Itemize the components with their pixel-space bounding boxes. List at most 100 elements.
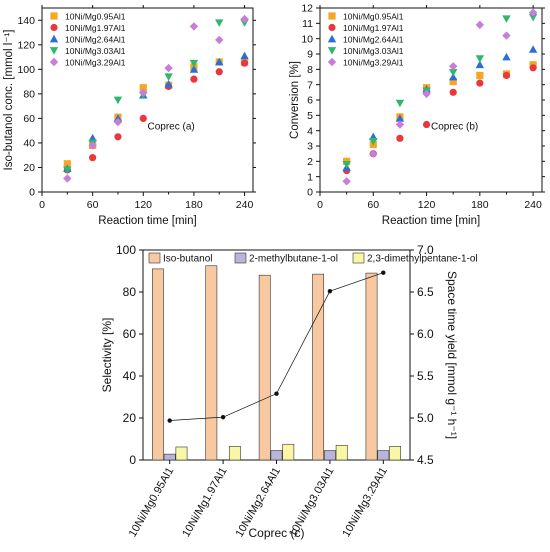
y-tick-label: 140 — [17, 15, 35, 27]
series-3 — [342, 13, 538, 169]
bar — [335, 444, 348, 461]
y2-tick-label: 4.5 — [417, 453, 434, 467]
legend-label: 2-methylbutane-1-ol — [249, 254, 338, 265]
data-point — [113, 117, 123, 127]
x-tick-label: 120 — [135, 199, 153, 211]
data-point — [528, 8, 538, 17]
yield-point — [274, 391, 279, 396]
data-point — [139, 114, 147, 122]
y-tick-label: 9 — [307, 49, 313, 61]
y2-tick-label: 5.0 — [417, 411, 434, 425]
panel-annotation: Coprec (b) — [431, 121, 478, 132]
series-4 — [63, 14, 249, 183]
legend: Iso-butanol 2-methylbutane-1-ol 2,3-dimeth… — [148, 252, 478, 265]
y-tick-label: 20 — [23, 162, 35, 174]
data-point — [449, 62, 458, 71]
bar-panel: 0 20 40 60 80 100 4.5 5.0 5.5 6.0 6.5 7.0 10Ni/Mg0.9… — [100, 243, 478, 540]
legend-marker — [49, 34, 59, 43]
legend-marker — [328, 23, 336, 32]
data-point — [369, 149, 378, 158]
y-tick-label: 8 — [307, 64, 313, 76]
panel-annotation: Coprec (a) — [148, 121, 195, 132]
legend-marker — [327, 47, 337, 55]
y-axis-label: Conversion [%] — [289, 61, 301, 139]
data-point — [63, 160, 71, 168]
data-point — [215, 19, 224, 27]
y-tick-label: 12 — [301, 3, 313, 15]
y-axis-label: Iso-butanol conc. [mmol l⁻¹] — [3, 30, 15, 171]
data-point — [529, 64, 537, 72]
y2-tick-label: 7.0 — [417, 243, 434, 257]
data-point — [190, 75, 198, 83]
y2-tick-label: 6.5 — [417, 285, 434, 299]
data-point — [240, 51, 249, 60]
bar — [163, 453, 176, 461]
data-point — [139, 84, 147, 92]
x-axis-label: Reaction time [min] — [98, 215, 196, 227]
y-tick-label: 40 — [123, 369, 137, 383]
data-point — [63, 174, 72, 183]
x-tick-label: 120 — [418, 199, 436, 211]
legend-marker — [327, 34, 337, 43]
y-tick-label: 40 — [23, 138, 35, 150]
y-tick-label: 7 — [307, 79, 313, 91]
y-tick-label: 20 — [123, 411, 137, 425]
data-point — [164, 79, 173, 88]
legend-marker — [328, 12, 336, 20]
data-point — [475, 55, 485, 63]
bar — [228, 446, 241, 461]
series-4 — [342, 8, 538, 186]
y-tick-label: 2 — [307, 156, 313, 168]
data-point — [189, 59, 199, 68]
data-point — [395, 99, 405, 108]
data-point — [342, 161, 351, 169]
data-point — [502, 52, 511, 61]
bar — [365, 272, 378, 461]
y-tick-label: 0 — [129, 453, 136, 467]
x-tick-label: 60 — [367, 199, 379, 211]
data-point — [395, 120, 405, 129]
bar — [282, 443, 295, 461]
data-point — [449, 69, 458, 77]
data-point — [215, 35, 224, 45]
legend-swatch — [352, 252, 365, 264]
bar — [175, 446, 188, 461]
x-tick-label: 0 — [317, 199, 323, 211]
bar — [312, 273, 325, 461]
data-point — [215, 68, 223, 76]
y-tick-label: 10 — [301, 33, 313, 45]
yield-point — [167, 418, 172, 423]
bars — [152, 265, 401, 461]
y-tick-label: 100 — [116, 243, 136, 257]
y-tick-label: 60 — [123, 327, 137, 341]
y-tick-label: 6 — [307, 95, 313, 107]
bar — [323, 450, 336, 461]
data-point — [449, 78, 457, 86]
y-tick-label: 80 — [23, 88, 35, 100]
data-point — [189, 22, 199, 31]
legend-label: 10Ni/Mg1.97Al1 — [343, 23, 404, 33]
series-1 — [63, 59, 249, 174]
legend-label: 10Ni/Mg0.95Al1 — [65, 11, 126, 21]
x-tick-label: 60 — [87, 199, 99, 211]
plot-frame — [41, 7, 254, 193]
legend-marker — [327, 57, 337, 67]
y-tick-label: 3 — [307, 141, 313, 153]
data-point — [342, 177, 351, 186]
legend-label: Iso-butanol — [163, 254, 212, 265]
data-point — [502, 71, 511, 80]
data-point — [164, 63, 173, 73]
data-point — [528, 13, 538, 22]
data-point — [528, 45, 538, 53]
y2-tick-label: 6.0 — [417, 327, 434, 341]
yield-point — [381, 270, 386, 275]
bar — [258, 274, 271, 461]
y-tick-label: 0 — [29, 187, 35, 199]
legend-marker — [49, 57, 59, 67]
data-point — [113, 96, 123, 105]
data-point — [164, 73, 173, 81]
y2-tick-label: 5.5 — [417, 369, 434, 383]
